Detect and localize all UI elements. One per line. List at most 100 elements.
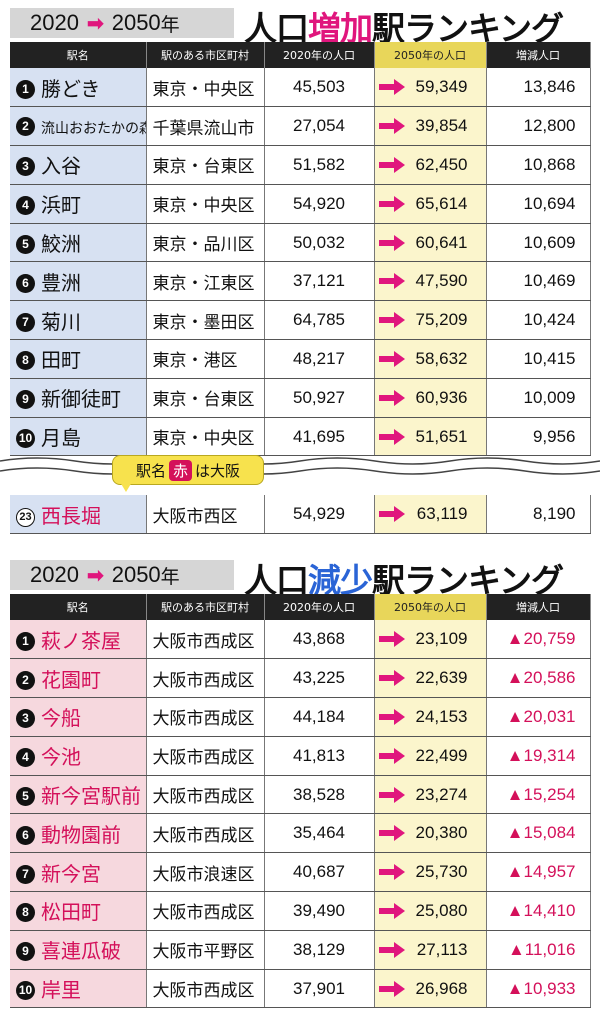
pop-2050-cell: 26,968 xyxy=(374,969,487,1009)
city-cell: 東京・台東区 xyxy=(146,145,265,185)
right-arrow-icon xyxy=(378,234,405,251)
pop-2050-cell: 65,614 xyxy=(374,184,487,224)
change-cell: ▲11,016 xyxy=(486,930,591,970)
rank-number-badge-icon: 5 xyxy=(16,787,35,807)
right-arrow-icon xyxy=(378,708,405,725)
decrease-page-title: 人口減少駅ランキング xyxy=(244,554,564,600)
right-arrow-icon xyxy=(378,389,405,406)
city-cell: 東京・台東区 xyxy=(146,378,265,418)
station-name: 新御徒町 xyxy=(41,387,121,412)
callout-tail xyxy=(120,482,132,492)
station-name: 今船 xyxy=(41,706,81,731)
station-name-cell: 2 花園町 xyxy=(10,658,147,699)
table-row: 3 入谷 東京・台東区 51,582 62,450 10,868 xyxy=(10,145,591,185)
header-station: 駅名 xyxy=(10,594,147,620)
table-header-row: 駅名 駅のある市区町村 2020年の人口 2050年の人口 増減人口 xyxy=(10,594,591,620)
pop-2050-cell: 60,936 xyxy=(374,378,487,418)
pop-2050-value: 23,109 xyxy=(415,629,468,649)
pop-2020-cell: 41,695 xyxy=(264,417,375,457)
pop-2050-value: 62,450 xyxy=(415,154,468,174)
decrease-year-suffix: 年 xyxy=(160,566,180,588)
pop-2050-value: 75,209 xyxy=(415,310,468,330)
decrease-title-row: 2020 ➡ 2050 年 人口減少駅ランキング xyxy=(0,552,600,600)
change-cell: 8,190 xyxy=(486,495,591,535)
table-row: 10 岸里 大阪市西成区 37,901 26,968 ▲10,933 xyxy=(10,969,591,1009)
right-arrow-icon xyxy=(378,273,405,290)
pop-2050-value: 20,380 xyxy=(415,823,468,843)
change-cell: ▲14,410 xyxy=(486,891,591,931)
right-arrow-icon xyxy=(378,670,405,687)
city-cell: 東京・中央区 xyxy=(146,184,265,224)
pop-2050-cell: 20,380 xyxy=(374,813,487,854)
city-cell: 東京・中央区 xyxy=(146,68,265,108)
header-pop-2050: 2050年の人口 xyxy=(374,42,487,68)
pop-2050-cell: 63,119 xyxy=(374,495,487,535)
pop-2050-value: 26,968 xyxy=(415,978,468,998)
header-pop-2050: 2050年の人口 xyxy=(374,594,487,620)
change-cell: ▲10,933 xyxy=(486,969,591,1009)
station-name: 新今宮駅前 xyxy=(41,784,141,809)
pop-2050-value: 47,590 xyxy=(415,271,468,291)
station-name: 今池 xyxy=(41,745,81,770)
station-name-cell: 4 今池 xyxy=(10,736,147,776)
right-arrow-icon: ➡ xyxy=(86,12,104,35)
station-name-cell: 3 今船 xyxy=(10,697,147,737)
station-name-cell: 4 浜町 xyxy=(10,184,147,224)
city-cell: 千葉県流山市 xyxy=(146,106,265,147)
increase-title-row: 2020 ➡ 2050 年 人口増加駅ランキング xyxy=(0,0,600,48)
station-name-cell: 6 豊洲 xyxy=(10,261,147,302)
station-name-cell: 10 岸里 xyxy=(10,969,147,1009)
change-cell: 10,009 xyxy=(486,378,591,418)
pop-2020-cell: 54,920 xyxy=(264,184,375,224)
station-name-cell: 7 菊川 xyxy=(10,300,147,341)
callout-pre: 駅名 xyxy=(135,461,166,480)
right-arrow-icon xyxy=(378,631,405,648)
pop-2020-cell: 43,225 xyxy=(264,658,375,699)
pop-2020-cell: 43,868 xyxy=(264,620,375,660)
station-name-cell: 9 新御徒町 xyxy=(10,378,147,418)
pop-2050-cell: 47,590 xyxy=(374,261,487,302)
pop-2020-cell: 51,582 xyxy=(264,145,375,185)
change-cell: ▲20,586 xyxy=(486,658,591,699)
rank-number-badge-icon: 2 xyxy=(16,117,35,137)
rank-number-badge-icon: 23 xyxy=(16,507,35,527)
pop-2020-cell: 41,813 xyxy=(264,736,375,776)
station-name: 西長堀 xyxy=(41,503,101,528)
city-cell: 大阪市西成区 xyxy=(146,775,265,815)
pop-2050-cell: 75,209 xyxy=(374,300,487,341)
increase-title-post: 駅ランキング xyxy=(372,9,564,48)
pop-2020-cell: 54,929 xyxy=(264,495,375,535)
city-cell: 大阪市西成区 xyxy=(146,697,265,737)
callout-red-mark: 赤 xyxy=(168,459,192,481)
station-name-cell: 6 動物園前 xyxy=(10,813,147,854)
pop-2050-cell: 58,632 xyxy=(374,339,487,379)
increase-extra-table: 23 西長堀 大阪市西区 54,929 63,119 8,190 xyxy=(10,495,591,535)
pop-2020-cell: 64,785 xyxy=(264,300,375,341)
station-name: 新今宮 xyxy=(41,861,101,886)
pop-2020-cell: 40,687 xyxy=(264,852,375,893)
header-change: 増減人口 xyxy=(486,594,591,620)
pop-2050-cell: 25,730 xyxy=(374,852,487,893)
wavy-break-icon xyxy=(0,457,600,475)
right-arrow-icon xyxy=(378,156,405,173)
pop-2020-cell: 37,121 xyxy=(264,261,375,302)
table-row: 6 豊洲 東京・江東区 37,121 47,590 10,469 xyxy=(10,261,591,302)
pop-2050-cell: 62,450 xyxy=(374,145,487,185)
change-cell: 10,694 xyxy=(486,184,591,224)
decrease-title-post: 駅ランキング xyxy=(372,561,564,600)
pop-2020-cell: 45,503 xyxy=(264,68,375,108)
city-cell: 大阪市西成区 xyxy=(146,658,265,699)
table-row: 7 菊川 東京・墨田区 64,785 75,209 10,424 xyxy=(10,300,591,341)
station-name-cell: 1 萩ノ茶屋 xyxy=(10,620,147,660)
pop-2050-value: 51,651 xyxy=(415,426,468,446)
station-name-cell: 9 喜連瓜破 xyxy=(10,930,147,970)
pop-2020-cell: 48,217 xyxy=(264,339,375,379)
pop-2050-value: 25,080 xyxy=(415,900,468,920)
city-cell: 大阪市西区 xyxy=(146,495,265,535)
station-name: 豊洲 xyxy=(41,270,81,295)
change-cell: ▲20,759 xyxy=(486,620,591,660)
pop-2050-cell: 24,153 xyxy=(374,697,487,737)
city-cell: 大阪市西成区 xyxy=(146,891,265,931)
rank-number-badge-icon: 1 xyxy=(16,631,35,651)
header-city: 駅のある市区町村 xyxy=(146,42,265,68)
